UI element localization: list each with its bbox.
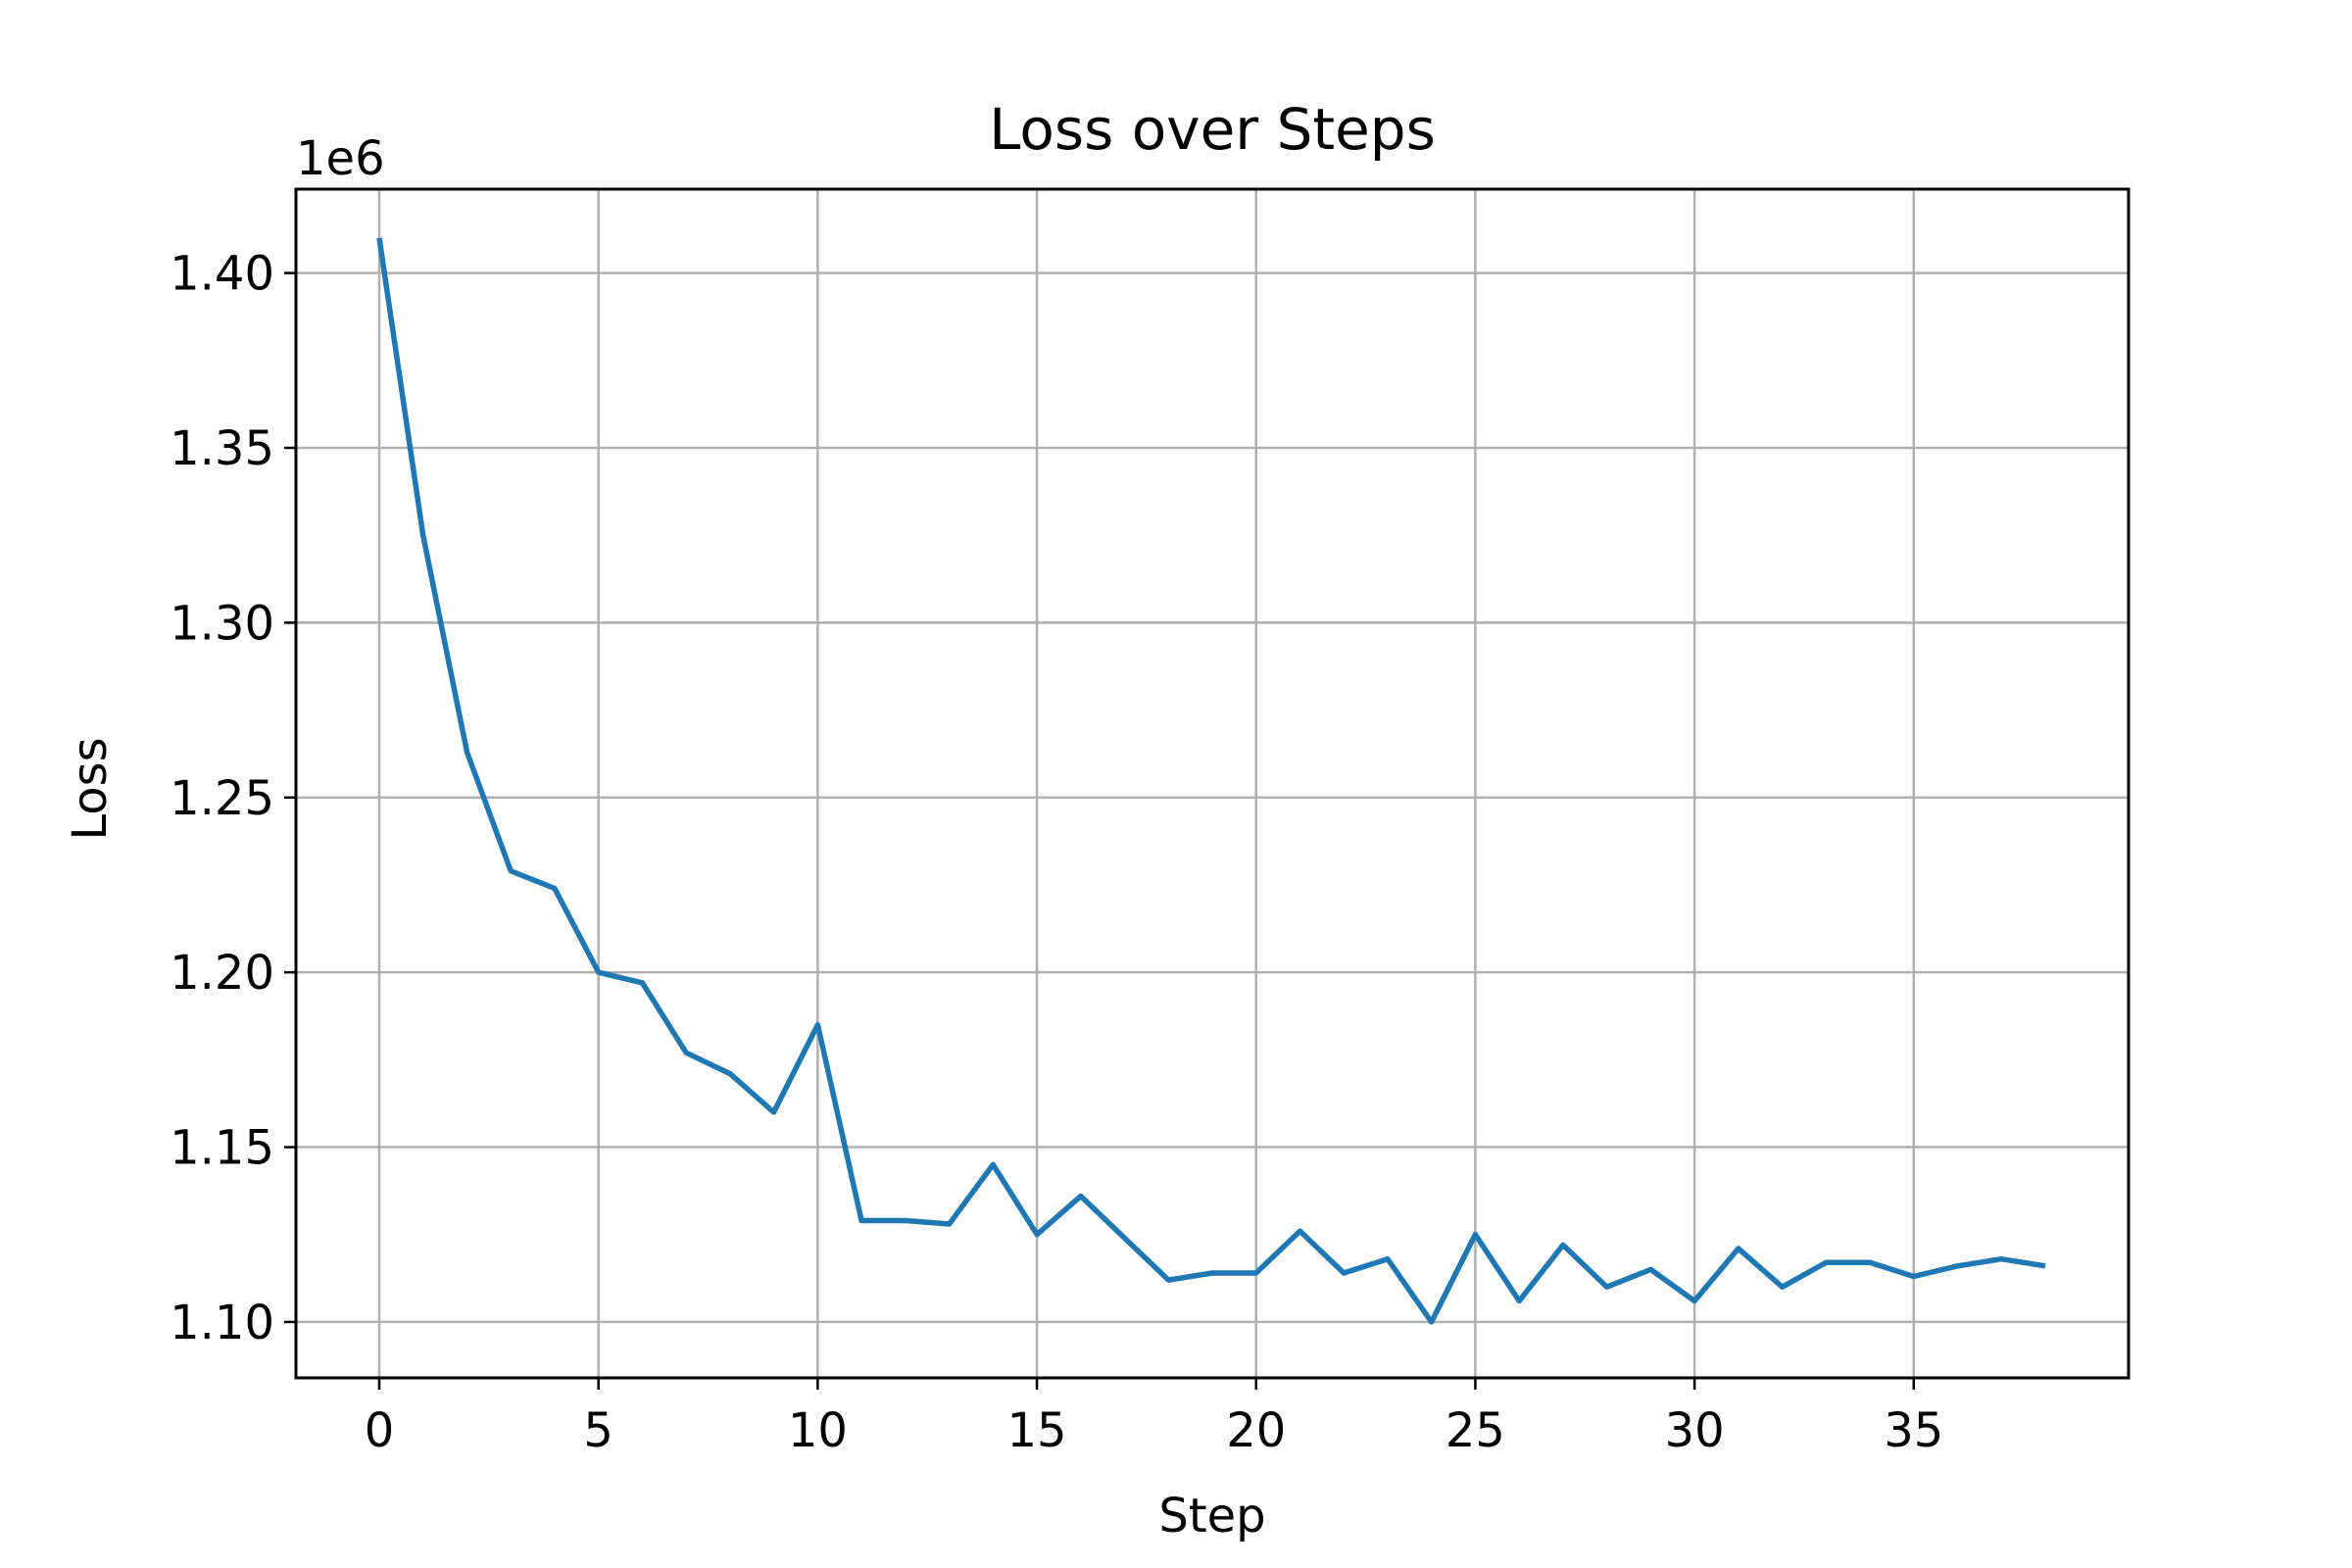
- y-tick-label: 1.10: [170, 1296, 274, 1350]
- x-tick-label: 30: [1665, 1403, 1725, 1458]
- axis-ticks: 0 5 10 15 20 25 30 35 1.10 1.15 1.20 1.25 1.30 1.35 1.…: [170, 247, 1943, 1458]
- y-axis-label: Loss: [63, 737, 118, 840]
- x-tick-label: 15: [1007, 1403, 1067, 1458]
- x-axis-label: Step: [1158, 1489, 1265, 1544]
- x-tick-label: 35: [1884, 1403, 1943, 1458]
- chart-title: Loss over Steps: [989, 96, 1436, 163]
- loss-series-line: [376, 237, 2046, 1325]
- plot-frame: [294, 187, 2131, 1380]
- y-tick-label: 1.15: [170, 1121, 274, 1176]
- y-offset-label: 1e6: [296, 131, 385, 186]
- x-tick-label: 10: [788, 1403, 848, 1458]
- x-tick-label: 25: [1446, 1403, 1505, 1458]
- x-tick-label: 0: [365, 1403, 395, 1458]
- y-tick-label: 1.25: [170, 771, 274, 826]
- series-group: [376, 237, 2046, 1325]
- y-tick-label: 1.30: [170, 596, 274, 651]
- y-tick-label: 1.20: [170, 946, 274, 1001]
- y-tick-label: 1.35: [170, 421, 274, 476]
- x-tick-label: 5: [583, 1403, 613, 1458]
- x-tick-label: 20: [1226, 1403, 1286, 1458]
- y-tick-label: 1.40: [170, 247, 274, 302]
